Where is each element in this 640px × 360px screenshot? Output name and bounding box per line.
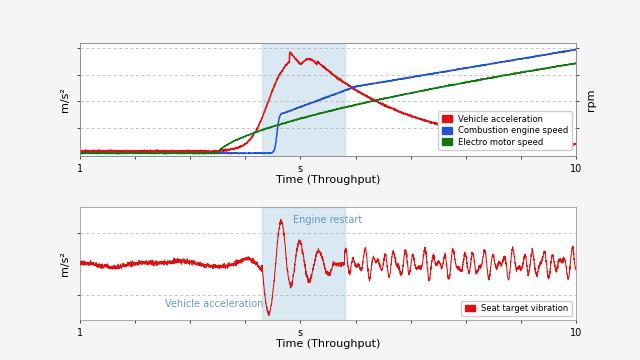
- Text: Engine restart: Engine restart: [293, 215, 363, 225]
- Y-axis label: m/s²: m/s²: [60, 87, 70, 112]
- X-axis label: Time (Throughput): Time (Throughput): [276, 339, 380, 350]
- Legend: Vehicle acceleration, Combustion engine speed, Electro motor speed: Vehicle acceleration, Combustion engine …: [438, 111, 572, 150]
- Y-axis label: m/s²: m/s²: [60, 251, 70, 276]
- Bar: [262, 207, 344, 320]
- Bar: [262, 43, 344, 156]
- Text: Vehicle acceleration: Vehicle acceleration: [164, 299, 263, 309]
- X-axis label: Time (Throughput): Time (Throughput): [276, 175, 380, 185]
- Legend: Seat target vibration: Seat target vibration: [461, 301, 572, 316]
- Y-axis label: rpm: rpm: [586, 89, 596, 111]
